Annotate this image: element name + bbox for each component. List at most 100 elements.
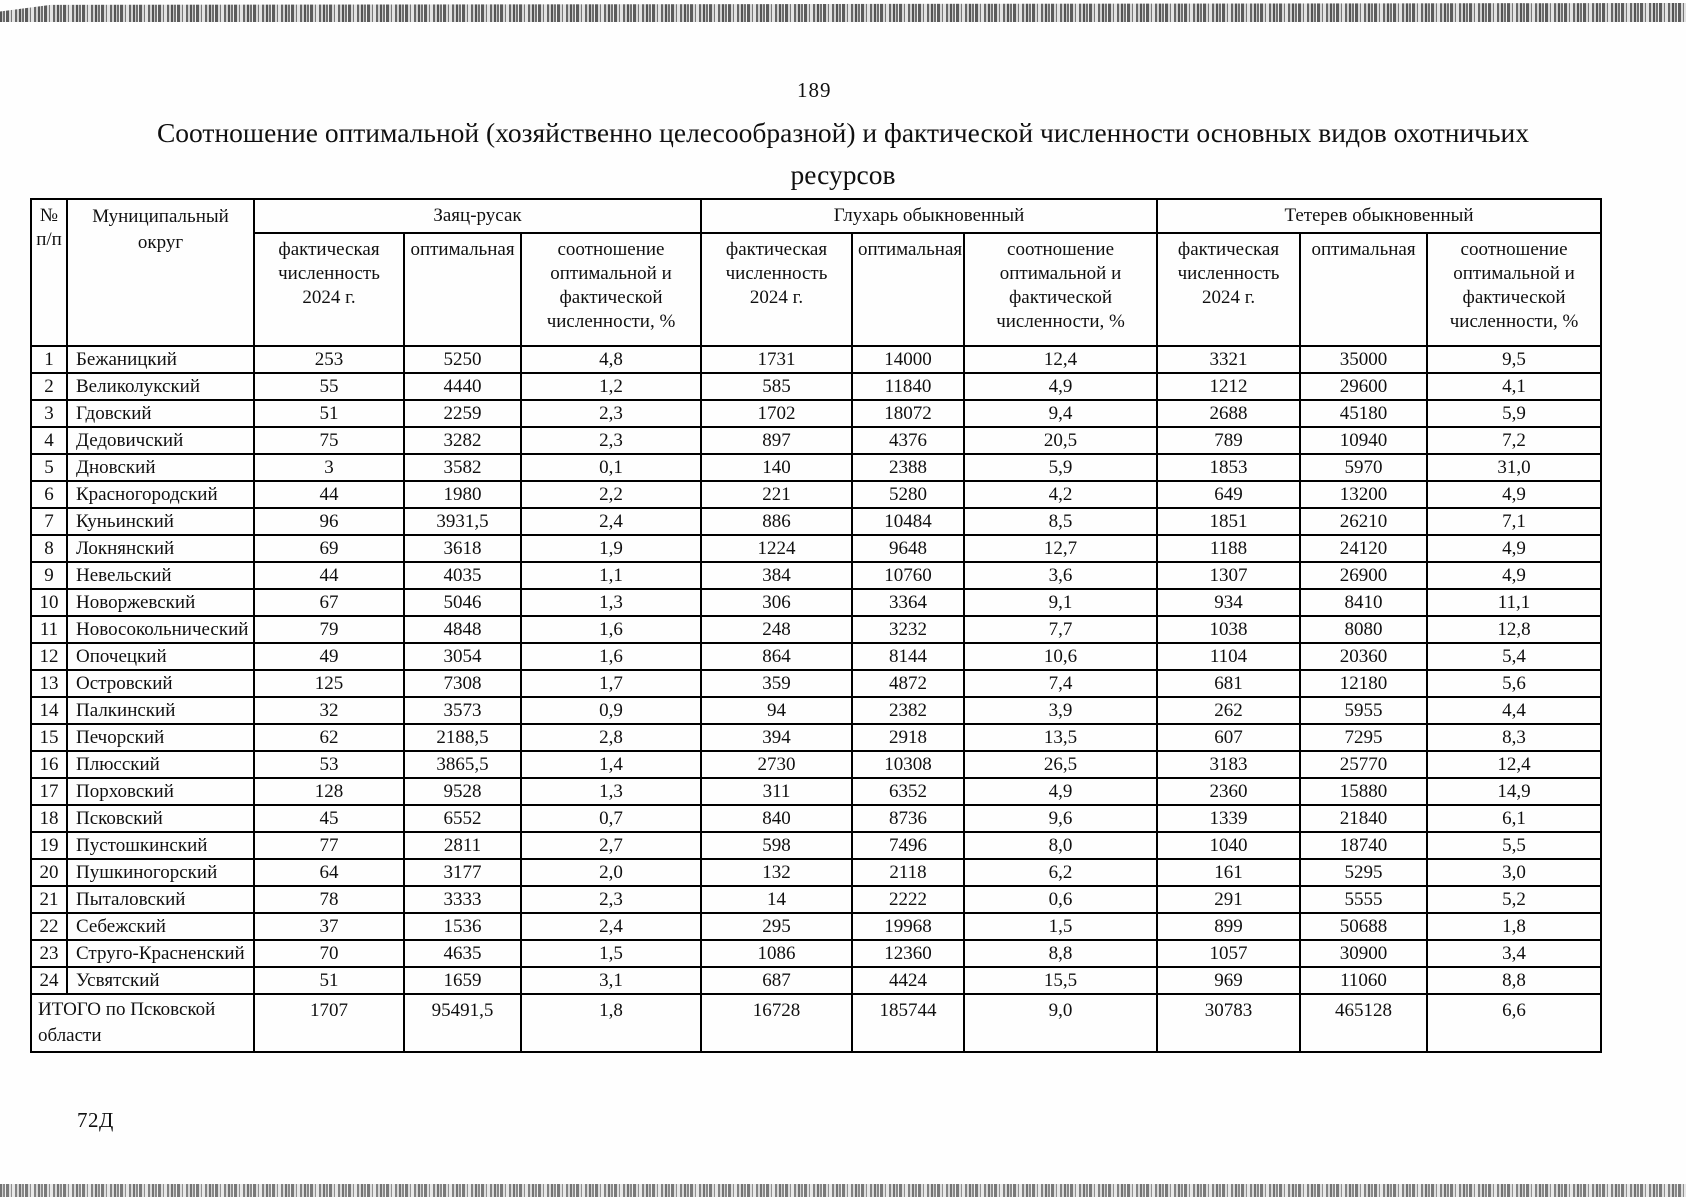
value-cell: 6352 <box>851 777 965 806</box>
value-cell: 35000 <box>1299 345 1429 374</box>
value-cell: 6,2 <box>962 858 1159 887</box>
value-cell: 3 <box>253 453 405 482</box>
value-cell: 0,9 <box>520 696 702 725</box>
subheader-capercaillie-actual: фактическая численность 2024 г. <box>700 232 853 347</box>
row-number-cell: 9 <box>30 561 68 590</box>
value-cell: 11,1 <box>1426 588 1603 617</box>
value-cell: 140 <box>700 453 853 482</box>
value-cell: 7,7 <box>962 615 1159 644</box>
value-cell: 5955 <box>1299 696 1429 725</box>
value-cell: 9,1 <box>962 588 1159 617</box>
row-number-cell: 2 <box>30 372 68 401</box>
value-cell: 4,1 <box>1426 372 1603 401</box>
value-cell: 291 <box>1156 885 1302 914</box>
value-cell: 2118 <box>851 858 965 887</box>
value-cell: 14000 <box>851 345 965 374</box>
value-cell: 8,5 <box>962 507 1159 536</box>
value-cell: 1,2 <box>520 372 702 401</box>
table-row: 20 Пушкиногорский 64 3177 2,0 132 2118 6,2 161 52… <box>30 858 1603 887</box>
value-cell: 5970 <box>1299 453 1429 482</box>
value-cell: 886 <box>700 507 853 536</box>
value-cell: 3,6 <box>962 561 1159 590</box>
value-cell: 5046 <box>403 588 522 617</box>
value-cell: 8080 <box>1299 615 1429 644</box>
value-cell: 4872 <box>851 669 965 698</box>
value-cell: 26,5 <box>962 750 1159 779</box>
value-cell: 2,4 <box>520 507 702 536</box>
value-cell: 3282 <box>403 426 522 455</box>
value-cell: 8,8 <box>962 939 1159 968</box>
value-cell: 4,9 <box>1426 534 1603 563</box>
subheader-capercaillie-optimal: оптимальная <box>851 232 965 347</box>
value-cell: 3364 <box>851 588 965 617</box>
header-species-grouse: Тетерев обыкновенный <box>1156 198 1603 234</box>
value-cell: 4,9 <box>962 372 1159 401</box>
value-cell: 2,4 <box>520 912 702 941</box>
row-number-cell: 18 <box>30 804 68 833</box>
value-cell: 607 <box>1156 723 1302 752</box>
subheader-hare-ratio: соотношение оптимальной и фактической чи… <box>520 232 702 347</box>
value-cell: 4848 <box>403 615 522 644</box>
value-cell: 0,6 <box>962 885 1159 914</box>
district-cell: Пушкиногорский <box>66 858 255 887</box>
value-cell: 24120 <box>1299 534 1429 563</box>
value-cell: 69 <box>253 534 405 563</box>
value-cell: 12360 <box>851 939 965 968</box>
value-cell: 50688 <box>1299 912 1429 941</box>
value-cell: 2388 <box>851 453 965 482</box>
value-cell: 4424 <box>851 966 965 995</box>
value-cell: 55 <box>253 372 405 401</box>
table-row: 24 Усвятский 51 1659 3,1 687 4424 15,5 969 11060 8… <box>30 966 1603 995</box>
value-cell: 5,5 <box>1426 831 1603 860</box>
value-cell: 789 <box>1156 426 1302 455</box>
row-number-cell: 17 <box>30 777 68 806</box>
value-cell: 3054 <box>403 642 522 671</box>
value-cell: 5,2 <box>1426 885 1603 914</box>
value-cell: 31,0 <box>1426 453 1603 482</box>
table-row: 15 Печорский 62 2188,5 2,8 394 2918 13,5 607 7295… <box>30 723 1603 752</box>
value-cell: 1851 <box>1156 507 1302 536</box>
value-cell: 1,5 <box>520 939 702 968</box>
value-cell: 4,2 <box>962 480 1159 509</box>
value-cell: 5295 <box>1299 858 1429 887</box>
value-cell: 1,7 <box>520 669 702 698</box>
subheader-capercaillie-ratio: соотношение оптимальной и фактической чи… <box>962 232 1159 347</box>
value-cell: 1980 <box>403 480 522 509</box>
value-cell: 25770 <box>1299 750 1429 779</box>
value-cell: 221 <box>700 480 853 509</box>
value-cell: 1,3 <box>520 588 702 617</box>
table-row: 8 Локнянский 69 3618 1,9 1224 9648 12,7 1188 2412… <box>30 534 1603 563</box>
district-cell: Струго-Красненский <box>66 939 255 968</box>
subheader-grouse-ratio: соотношение оптимальной и фактической чи… <box>1426 232 1603 347</box>
value-cell: 77 <box>253 831 405 860</box>
table-row: 19 Пустошкинский 77 2811 2,7 598 7496 8,0 1040 18… <box>30 831 1603 860</box>
value-cell: 96 <box>253 507 405 536</box>
value-cell: 1,8 <box>1426 912 1603 941</box>
table-row: 7 Куньинский 96 3931,5 2,4 886 10484 8,5 1851 262… <box>30 507 1603 536</box>
value-cell: 4635 <box>403 939 522 968</box>
value-cell: 18740 <box>1299 831 1429 860</box>
table-header-group-row: № п/п Муниципальный округ Заяц-русак Глу… <box>30 198 1603 347</box>
value-cell: 8144 <box>851 642 965 671</box>
value-cell: 29600 <box>1299 372 1429 401</box>
value-cell: 9528 <box>403 777 522 806</box>
value-cell: 840 <box>700 804 853 833</box>
value-cell: 3573 <box>403 696 522 725</box>
scan-noise-top <box>0 3 1686 22</box>
value-cell: 3618 <box>403 534 522 563</box>
total-label-cell: ИТОГО по Псковской области <box>30 993 255 1053</box>
value-cell: 94 <box>700 696 853 725</box>
value-cell: 649 <box>1156 480 1302 509</box>
header-num: № п/п <box>30 198 68 347</box>
row-number-cell: 10 <box>30 588 68 617</box>
value-cell: 394 <box>700 723 853 752</box>
row-number-cell: 20 <box>30 858 68 887</box>
district-cell: Невельский <box>66 561 255 590</box>
value-cell: 79 <box>253 615 405 644</box>
district-cell: Красногородский <box>66 480 255 509</box>
value-cell: 8,3 <box>1426 723 1603 752</box>
table-row: 5 Дновский 3 3582 0,1 140 2388 5,9 1853 5970 31,0 <box>30 453 1603 482</box>
value-cell: 2,3 <box>520 399 702 428</box>
value-cell: 4,9 <box>1426 561 1603 590</box>
value-cell: 5,9 <box>1426 399 1603 428</box>
